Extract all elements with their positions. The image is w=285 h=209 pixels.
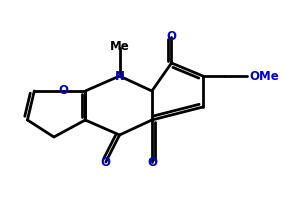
- Text: O: O: [59, 84, 69, 98]
- Text: O: O: [101, 155, 111, 168]
- Text: N: N: [115, 70, 125, 83]
- Text: OMe: OMe: [249, 70, 279, 83]
- Text: Me: Me: [110, 41, 129, 54]
- Text: O: O: [166, 31, 176, 43]
- Text: O: O: [147, 155, 157, 168]
